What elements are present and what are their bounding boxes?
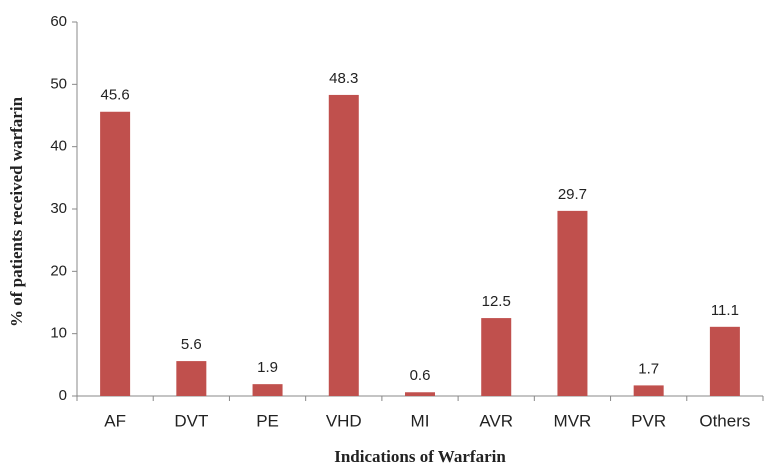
x-tick-label: AF: [104, 411, 126, 430]
bar: [252, 384, 283, 396]
bar: [176, 361, 207, 396]
y-tick-label: 0: [59, 387, 67, 404]
y-tick-label: 30: [50, 200, 67, 217]
data-label: 48.3: [329, 70, 358, 87]
bar: [481, 318, 512, 396]
x-tick-label: MVR: [554, 411, 592, 430]
x-tick-label: PE: [256, 411, 279, 430]
bar: [100, 111, 131, 396]
data-label: 1.9: [257, 359, 278, 376]
data-label: 0.6: [410, 367, 431, 384]
x-tick-label: VHD: [326, 411, 362, 430]
bar: [633, 385, 664, 396]
x-tick-label: DVT: [174, 411, 208, 430]
y-tick-label: 20: [50, 262, 67, 279]
x-tick-label: AVR: [479, 411, 513, 430]
y-axis-title: % of patients received warfarin: [7, 96, 26, 327]
bar: [405, 392, 435, 396]
y-tick-label: 40: [50, 138, 67, 155]
bar: [328, 94, 359, 397]
y-tick-label: 50: [50, 75, 67, 92]
x-axis-title: Indications of Warfarin: [334, 447, 506, 466]
data-label: 45.6: [101, 87, 130, 104]
data-label: 12.5: [482, 293, 511, 310]
bar: [557, 210, 588, 396]
data-label: 5.6: [181, 336, 202, 353]
data-label: 29.7: [558, 186, 587, 203]
data-label: 1.7: [638, 360, 659, 377]
x-tick-label: MI: [411, 411, 430, 430]
data-label: 11.1: [711, 302, 739, 319]
x-tick-label: Others: [699, 411, 750, 430]
y-tick-label: 60: [50, 13, 67, 30]
x-tick-label: PVR: [631, 411, 666, 430]
bar: [709, 326, 740, 396]
y-tick-label: 10: [50, 325, 67, 342]
